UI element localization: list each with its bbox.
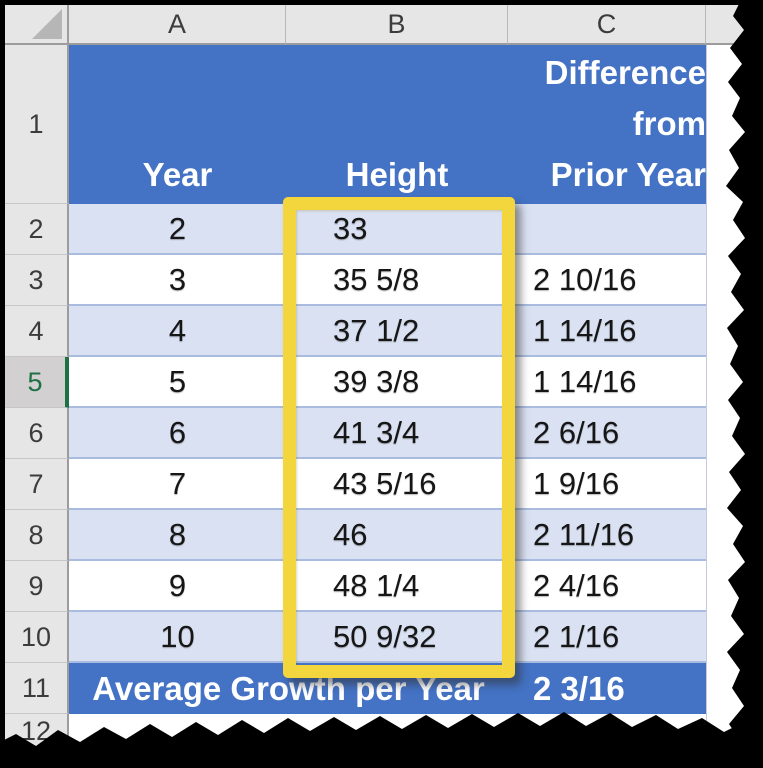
cell-d10[interactable] <box>706 612 763 663</box>
row-header-3[interactable]: 3 <box>5 255 69 306</box>
table-row-2: 2 2 33 <box>5 204 763 255</box>
table-row-8: 8 8 46 2 11/16 <box>5 510 763 561</box>
cell-a4[interactable]: 4 <box>69 306 286 357</box>
table-row-9: 9 9 48 1/4 2 4/16 <box>5 561 763 612</box>
cell-b3[interactable]: 35 5/8 <box>286 255 508 306</box>
column-header-b[interactable]: B <box>286 5 508 45</box>
row-header-10[interactable]: 10 <box>5 612 69 663</box>
cell-d5[interactable] <box>706 357 763 408</box>
column-header-d-partial[interactable] <box>706 5 763 45</box>
cell-b12[interactable] <box>286 714 508 764</box>
row-header-6[interactable]: 6 <box>5 408 69 459</box>
cell-d2[interactable] <box>706 204 763 255</box>
cell-d1[interactable] <box>706 45 763 204</box>
row-header-12[interactable]: 12 <box>5 714 69 764</box>
cell-b4[interactable]: 37 1/2 <box>286 306 508 357</box>
cell-d11[interactable] <box>706 663 763 714</box>
cell-c7[interactable]: 1 9/16 <box>508 459 706 510</box>
cell-c12[interactable] <box>508 714 706 764</box>
cell-d7[interactable] <box>706 459 763 510</box>
cell-b2[interactable]: 33 <box>286 204 508 255</box>
cell-c10[interactable]: 2 1/16 <box>508 612 706 663</box>
table-row-7: 7 7 43 5/16 1 9/16 <box>5 459 763 510</box>
cell-c9[interactable]: 2 4/16 <box>508 561 706 612</box>
cell-c5[interactable]: 1 14/16 <box>508 357 706 408</box>
difference-header-line: from <box>632 105 706 142</box>
cell-b1-height-header[interactable]: Height <box>286 45 508 204</box>
difference-header-line: Prior Year <box>550 156 706 193</box>
cell-a5[interactable]: 5 <box>69 357 286 408</box>
cell-a2[interactable]: 2 <box>69 204 286 255</box>
cell-b5[interactable]: 39 3/8 <box>286 357 508 408</box>
row-header-4[interactable]: 4 <box>5 306 69 357</box>
table-row-3: 3 3 35 5/8 2 10/16 <box>5 255 763 306</box>
row-header-11[interactable]: 11 <box>5 663 69 714</box>
worksheet-grid: A B C 1 Year Height Difference from Prio… <box>5 5 763 768</box>
row-header-8[interactable]: 8 <box>5 510 69 561</box>
table-row-12-partial: 12 <box>5 714 763 764</box>
cell-b6[interactable]: 41 3/4 <box>286 408 508 459</box>
cell-a1-year-header[interactable]: Year <box>69 45 286 204</box>
cell-c4[interactable]: 1 14/16 <box>508 306 706 357</box>
cell-c2[interactable] <box>508 204 706 255</box>
table-row-11-summary: 11 Average Growth per Year 2 3/16 <box>5 663 763 714</box>
cell-b10[interactable]: 50 9/32 <box>286 612 508 663</box>
row-header-2[interactable]: 2 <box>5 204 69 255</box>
cell-a11-average-growth-label[interactable]: Average Growth per Year <box>69 663 508 714</box>
cell-c1-difference-header[interactable]: Difference from Prior Year <box>508 45 706 204</box>
cell-b8[interactable]: 46 <box>286 510 508 561</box>
table-row-10: 10 10 50 9/32 2 1/16 <box>5 612 763 663</box>
cell-a7[interactable]: 7 <box>69 459 286 510</box>
table-row-1: 1 Year Height Difference from Prior Year <box>5 45 763 204</box>
table-row-6: 6 6 41 3/4 2 6/16 <box>5 408 763 459</box>
cell-a12[interactable] <box>69 714 286 764</box>
cell-c6[interactable]: 2 6/16 <box>508 408 706 459</box>
cell-c3[interactable]: 2 10/16 <box>508 255 706 306</box>
cell-d8[interactable] <box>706 510 763 561</box>
cell-a10[interactable]: 10 <box>69 612 286 663</box>
row-header-7[interactable]: 7 <box>5 459 69 510</box>
cell-a3[interactable]: 3 <box>69 255 286 306</box>
column-header-strip: A B C <box>5 5 763 45</box>
cell-d4[interactable] <box>706 306 763 357</box>
table-row-4: 4 4 37 1/2 1 14/16 <box>5 306 763 357</box>
cell-d9[interactable] <box>706 561 763 612</box>
cell-a6[interactable]: 6 <box>69 408 286 459</box>
column-header-c[interactable]: C <box>508 5 706 45</box>
cell-d12[interactable] <box>706 714 763 764</box>
cell-d3[interactable] <box>706 255 763 306</box>
difference-header-line: Difference <box>544 54 706 91</box>
cell-d6[interactable] <box>706 408 763 459</box>
cell-a8[interactable]: 8 <box>69 510 286 561</box>
row-header-1[interactable]: 1 <box>5 45 69 204</box>
cell-a9[interactable]: 9 <box>69 561 286 612</box>
select-all-button[interactable] <box>5 5 69 45</box>
cell-c11-average-growth-value[interactable]: 2 3/16 <box>508 663 706 714</box>
row-header-9[interactable]: 9 <box>5 561 69 612</box>
select-all-triangle-icon <box>32 9 62 39</box>
cell-b7[interactable]: 43 5/16 <box>286 459 508 510</box>
cell-c8[interactable]: 2 11/16 <box>508 510 706 561</box>
column-header-a[interactable]: A <box>69 5 286 45</box>
row-header-5-selected[interactable]: 5 <box>5 357 69 408</box>
cell-b9[interactable]: 48 1/4 <box>286 561 508 612</box>
table-row-5: 5 5 39 3/8 1 14/16 <box>5 357 763 408</box>
